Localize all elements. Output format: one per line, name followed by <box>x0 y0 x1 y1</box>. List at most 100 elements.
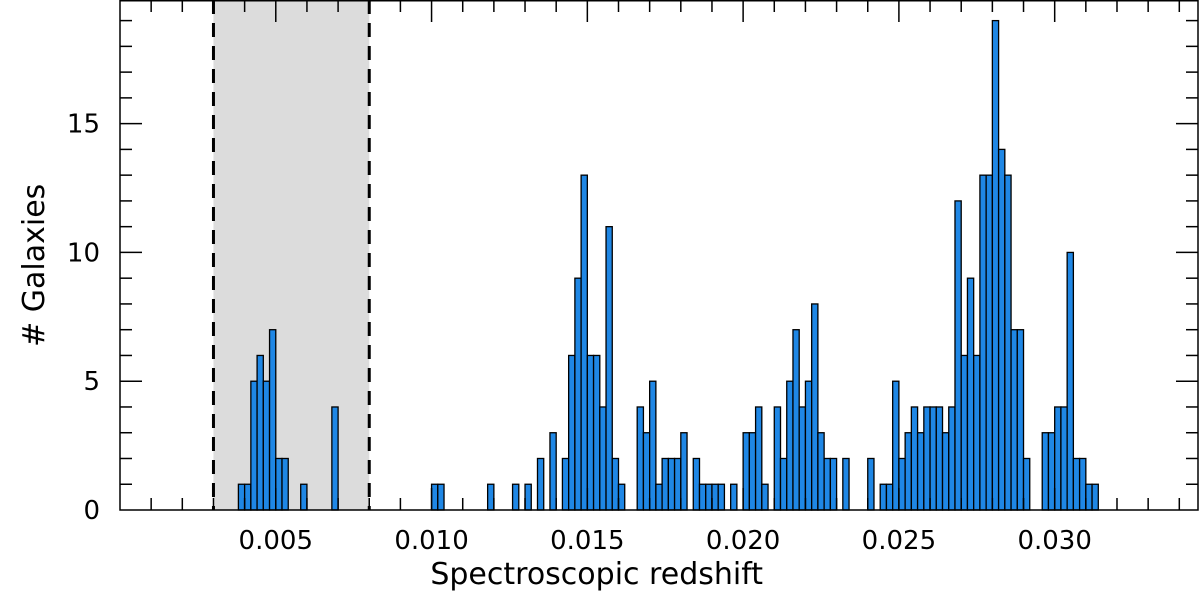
histogram-bar <box>586 354 595 511</box>
histogram-bar <box>717 483 726 511</box>
histogram-bar <box>798 406 807 511</box>
histogram-bar <box>511 483 520 511</box>
x-tick-label: 0.020 <box>706 526 780 556</box>
histogram-bar <box>842 457 850 511</box>
histogram-bar <box>300 483 308 511</box>
histogram-bar <box>698 483 707 511</box>
histogram-bar <box>779 457 788 511</box>
histogram-bar <box>655 483 663 511</box>
histogram-bar <box>811 303 819 511</box>
histogram-bar <box>916 432 925 511</box>
histogram-bar <box>250 380 258 511</box>
y-tick-label: 5 <box>83 367 100 397</box>
histogram-bar <box>867 457 875 511</box>
histogram-bar <box>430 483 439 511</box>
histogram-bar <box>904 432 913 511</box>
histogram-bar <box>823 457 832 511</box>
histogram-bar <box>1078 457 1087 511</box>
y-tick-label: 10 <box>67 238 100 268</box>
histogram-bar <box>673 457 682 511</box>
histogram-bar <box>879 483 888 511</box>
x-tick-label: 0.030 <box>1017 526 1091 556</box>
plot-frame <box>119 0 1199 511</box>
histogram-bar <box>1091 483 1099 511</box>
histogram-bar <box>754 406 763 511</box>
histogram-bar <box>973 354 981 511</box>
histogram-bar <box>486 483 495 511</box>
histogram-bar <box>599 406 607 511</box>
histogram-bar <box>561 457 570 511</box>
x-tick-label: 0.005 <box>239 526 313 556</box>
histogram-bar <box>742 432 751 511</box>
histogram-bar <box>817 432 825 511</box>
histogram-bar <box>574 277 582 511</box>
histogram-bar <box>611 457 620 511</box>
histogram-bar <box>885 483 894 511</box>
histogram-bar <box>935 406 944 511</box>
histogram-bar <box>243 483 252 511</box>
histogram-bar <box>1022 457 1031 511</box>
histogram-bar <box>960 354 969 511</box>
histogram-bar <box>730 483 738 511</box>
histogram-bar <box>649 380 657 511</box>
histogram-bar <box>786 380 794 511</box>
histogram-bar <box>761 483 769 511</box>
x-tick-label: 0.010 <box>394 526 468 556</box>
histogram-bar <box>536 457 545 511</box>
histogram-bar <box>275 457 283 511</box>
histogram-bar <box>892 380 900 511</box>
y-tick-labels: 0 5 10 15 <box>67 110 100 526</box>
histogram-bar <box>667 457 676 511</box>
histogram-bar <box>1010 329 1018 511</box>
histogram-bar <box>256 354 264 511</box>
boundary-lines <box>211 0 371 510</box>
histogram-bar <box>636 406 645 511</box>
histogram-bar <box>711 483 719 511</box>
histogram-bar <box>792 329 800 511</box>
histogram-bar <box>1041 432 1050 511</box>
histogram-bar <box>268 329 277 511</box>
y-axis-label: # Galaxies <box>17 184 52 347</box>
histogram-bar <box>997 148 1006 511</box>
x-tick-label: 0.025 <box>862 526 936 556</box>
histogram-bar <box>1066 251 1075 511</box>
histogram-bar <box>692 457 701 511</box>
histogram-bar <box>948 406 956 511</box>
histogram-bar <box>985 174 994 511</box>
histogram-bar <box>617 483 626 511</box>
histogram-bar <box>929 406 937 511</box>
histogram-bar <box>1060 406 1068 511</box>
histogram-bar <box>281 457 289 511</box>
histogram-bar <box>966 277 975 511</box>
histogram-bar <box>991 19 1000 511</box>
histogram-bar <box>642 432 651 511</box>
histogram-bar <box>605 226 613 511</box>
histogram-bar <box>1004 174 1012 511</box>
histogram-bar <box>549 432 557 511</box>
histogram-bar <box>567 354 576 511</box>
shaded-region-layer <box>213 0 370 510</box>
histogram-bar <box>331 406 339 511</box>
histogram-bar <box>592 354 601 511</box>
histogram-bar <box>1072 457 1081 511</box>
histogram-bar <box>804 380 813 511</box>
histogram-bar <box>237 483 246 511</box>
histogram-bar <box>437 483 445 511</box>
histogram-bar <box>1047 432 1056 511</box>
histogram-bar <box>680 432 688 511</box>
axis-ticks <box>120 0 1198 510</box>
histogram-bar <box>773 406 782 511</box>
histogram-bar <box>910 406 919 511</box>
histogram-bar <box>580 174 588 511</box>
y-tick-label: 0 <box>83 496 100 526</box>
histogram-bar <box>979 174 987 511</box>
histogram-bar <box>898 457 906 511</box>
histogram-bar <box>1085 483 1093 511</box>
x-tick-labels: 0.005 0.010 0.015 0.020 0.025 0.030 <box>239 526 1092 556</box>
histogram-bar <box>954 200 962 511</box>
histogram-bar <box>661 457 669 511</box>
histogram-bar <box>748 432 757 511</box>
histogram-bar <box>923 406 931 511</box>
histogram-bar <box>705 483 713 511</box>
